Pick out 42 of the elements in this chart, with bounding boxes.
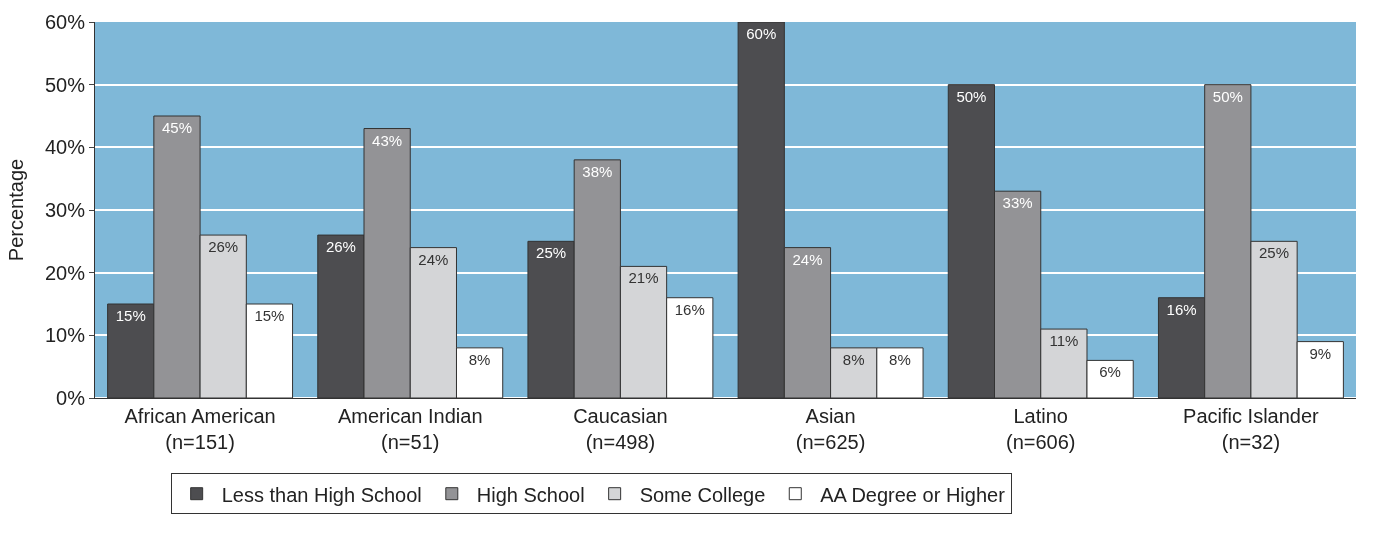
data-label: 11%	[1049, 332, 1079, 350]
data-label: 24%	[792, 250, 823, 268]
data-label: 9%	[1309, 344, 1332, 362]
data-label: 26%	[325, 238, 356, 256]
data-label: 8%	[842, 350, 865, 368]
legend-label: AA Degree or Higher	[820, 483, 1006, 506]
y-tick-label: 50%	[44, 73, 86, 96]
data-label: 15%	[115, 307, 146, 324]
data-label: 60%	[746, 25, 777, 42]
data-label: 24%	[418, 250, 449, 268]
data-label: 33%	[1002, 194, 1033, 212]
data-label: 16%	[1166, 300, 1197, 318]
y-tick-label: 40%	[44, 136, 86, 159]
y-tick-label: 0%	[56, 387, 86, 409]
x-tick-label: Latino (n=606)	[1006, 405, 1076, 453]
x-tick-label: African American (n=151)	[124, 405, 276, 453]
data-label: 25%	[1259, 244, 1290, 262]
y-tick-label: 10%	[44, 324, 86, 347]
data-label: 43%	[372, 131, 403, 149]
data-label: 6%	[1099, 363, 1121, 381]
y-tick-label: 60%	[44, 11, 86, 33]
data-label: 16%	[674, 300, 705, 318]
data-label: 8%	[468, 350, 491, 368]
data-label: 26%	[208, 238, 239, 256]
data-label: 50%	[956, 87, 987, 105]
y-tick-label: 20%	[44, 261, 86, 284]
x-tick-label: Asian (n=625)	[795, 405, 866, 453]
data-label: 25%	[536, 244, 567, 262]
x-tick-label: Caucasian (n=498)	[573, 405, 668, 453]
legend-label: High School	[476, 483, 585, 506]
data-label: 38%	[582, 162, 613, 180]
data-label: 8%	[889, 350, 911, 368]
data-label: 15%	[254, 307, 285, 324]
legend-label: Less than High School	[221, 483, 422, 506]
y-axis-title: Percentage	[5, 158, 28, 262]
y-tick-label: 30%	[44, 199, 86, 221]
x-tick-label: American Indian (n=51)	[337, 405, 483, 453]
data-label: 50%	[1212, 87, 1243, 105]
data-label: 45%	[161, 119, 192, 136]
data-label: 21%	[628, 269, 659, 287]
legend-label: Some College	[639, 483, 766, 506]
x-tick-label: Pacific Islander (n=32)	[1183, 405, 1320, 453]
